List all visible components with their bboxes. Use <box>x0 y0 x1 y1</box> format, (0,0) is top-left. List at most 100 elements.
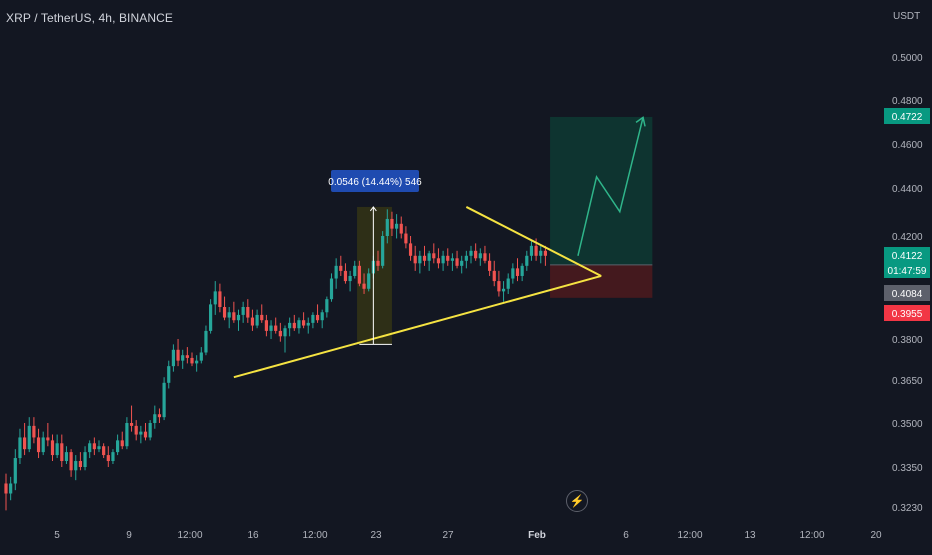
candle-body <box>348 275 352 282</box>
y-tick-label: 0.3230 <box>892 503 923 514</box>
candle-body <box>446 255 450 261</box>
candle-body <box>153 414 157 423</box>
candle-body <box>227 312 231 318</box>
candle-body <box>55 443 59 456</box>
price-label-stop: 0.3955 <box>892 309 923 320</box>
projection-arrow[interactable] <box>577 117 644 256</box>
candle-body <box>88 443 92 453</box>
x-tick-label: 12:00 <box>799 530 824 541</box>
candle-body <box>399 223 403 234</box>
candle-body <box>501 288 506 292</box>
candle-body <box>269 325 273 331</box>
candle-body <box>218 291 222 308</box>
price-label-entry: 0.4084 <box>892 289 923 300</box>
candle-body <box>418 255 422 264</box>
price-label-current: 0.4122 <box>892 251 923 262</box>
candle-body <box>306 322 310 326</box>
x-tick-label: 9 <box>126 530 132 541</box>
candle-body <box>367 273 371 289</box>
trendline-lower[interactable] <box>233 275 602 379</box>
candle-body <box>232 312 236 321</box>
y-tick-label: 0.3800 <box>892 335 923 346</box>
flash-icon[interactable]: ⚡ <box>566 490 588 512</box>
x-tick-label: Feb <box>528 530 546 541</box>
candle-body <box>204 330 208 353</box>
price-label-entry-bg <box>884 285 930 301</box>
y-tick-label: 0.4800 <box>892 96 923 107</box>
candle-body <box>18 437 22 459</box>
candle-body <box>478 253 482 259</box>
candle-body <box>195 360 199 364</box>
candle-body <box>460 260 464 266</box>
candle-body <box>288 322 292 329</box>
candle-body <box>250 317 255 326</box>
y-tick-label: 0.4600 <box>892 140 923 151</box>
candle-body <box>297 320 301 329</box>
x-tick-label: 6 <box>623 530 629 541</box>
candle-body <box>190 357 194 364</box>
candle-body <box>408 243 413 256</box>
candle-body <box>422 255 427 261</box>
y-tick-label: 0.4200 <box>892 232 923 243</box>
candle-body <box>381 236 385 266</box>
candle-body <box>357 265 361 284</box>
candle-body <box>92 443 96 450</box>
candle-body <box>329 278 334 300</box>
candle-body <box>315 314 320 321</box>
candle-body <box>520 265 524 276</box>
candle-body <box>241 307 245 315</box>
candles-layer <box>4 209 547 511</box>
x-tick-label: 23 <box>370 530 382 541</box>
x-tick-label: 13 <box>744 530 756 541</box>
candle-body <box>339 265 343 271</box>
y-tick-label: 0.3350 <box>892 463 923 474</box>
candle-body <box>106 455 110 462</box>
candle-body <box>469 250 473 256</box>
candle-body <box>64 452 69 462</box>
candle-body <box>139 431 143 435</box>
candle-body <box>255 314 259 326</box>
candle-body <box>83 452 87 467</box>
candle-body <box>13 458 17 484</box>
candle-body <box>102 446 106 456</box>
candle-body <box>302 320 306 326</box>
candle-body <box>199 352 203 361</box>
candle-body <box>264 320 268 331</box>
candle-body <box>525 255 529 266</box>
candle-body <box>111 452 115 462</box>
candle-body <box>283 328 287 337</box>
candle-body <box>497 281 501 292</box>
price-label-current-bg <box>884 247 930 263</box>
x-tick-label: 5 <box>54 530 60 541</box>
candle-body <box>69 452 73 471</box>
candle-body <box>529 245 534 256</box>
y-tick-label: 0.3650 <box>892 376 923 387</box>
candle-body <box>129 423 134 426</box>
candle-body <box>455 258 459 266</box>
candle-body <box>134 425 138 435</box>
candle-body <box>278 330 282 337</box>
candle-body <box>50 440 55 456</box>
stop-zone[interactable] <box>550 264 653 298</box>
price-label-countdown-bg <box>884 262 930 278</box>
candle-body <box>260 314 264 321</box>
price-label-target-bg <box>884 108 930 124</box>
price-label-target: 0.4722 <box>892 112 923 123</box>
candle-body <box>148 423 152 438</box>
candle-body <box>474 250 478 259</box>
price-label-stop-bg <box>884 305 930 321</box>
candle-body <box>162 382 166 418</box>
target-zone[interactable] <box>550 116 653 265</box>
candle-body <box>46 437 50 441</box>
symbol-title[interactable]: XRP / TetherUS, 4h, BINANCE <box>6 11 173 25</box>
candle-body <box>23 437 27 450</box>
candle-body <box>222 307 227 318</box>
candle-body <box>511 268 515 279</box>
projection-arrowhead <box>635 116 646 127</box>
y-tick-label: 0.4400 <box>892 184 923 195</box>
trendline-upper[interactable] <box>465 206 602 277</box>
measure-arrowhead <box>369 206 377 212</box>
candle-body <box>9 483 13 494</box>
